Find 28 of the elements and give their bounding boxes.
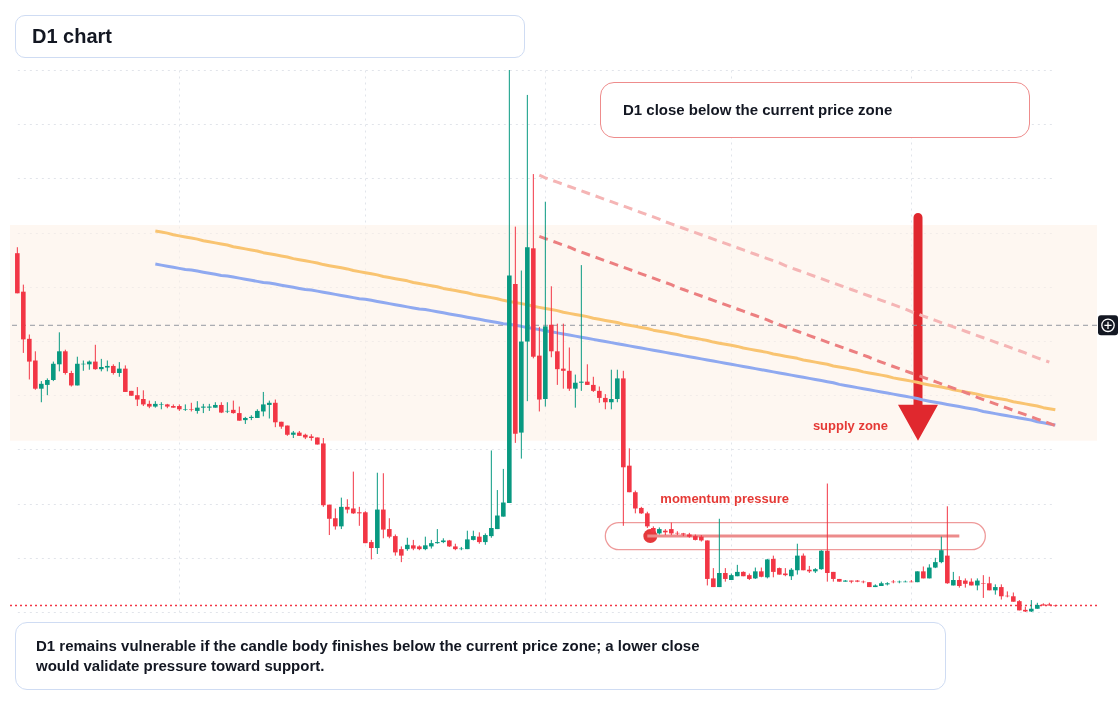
candlestick: [51, 361, 56, 382]
candlestick: [579, 264, 584, 392]
candlestick: [63, 349, 68, 376]
candlestick: [939, 536, 944, 564]
candlestick: [633, 490, 638, 514]
candlestick: [93, 344, 98, 371]
chart-title: D1 chart: [32, 25, 113, 48]
title-box: D1 chart: [15, 15, 525, 58]
candlestick: [567, 347, 572, 392]
candlestick: [717, 518, 722, 588]
candlestick: [57, 331, 62, 372]
note-box: D1 remains vulnerable if the candle body finishes below the current price zone; a lower close would validate pressure toward support.: [15, 622, 946, 690]
candlestick: [609, 369, 614, 410]
annotation: D1 close below the current price zone: [623, 100, 893, 120]
candlestick: [435, 528, 440, 545]
candlestick: [819, 549, 824, 571]
candlestick: [339, 497, 344, 530]
candlestick: [795, 543, 800, 576]
candlestick: [75, 356, 80, 386]
series-label: momentum pressure: [660, 491, 789, 507]
candlestick: [273, 399, 278, 428]
band-label: supply zone: [812, 417, 888, 433]
note-box: D1 close below the current price zone: [600, 82, 1030, 138]
candlestick: [573, 374, 578, 409]
candlestick: [561, 323, 566, 390]
candlestick: [615, 369, 620, 403]
candlestick: [585, 363, 590, 386]
candlestick: [555, 323, 560, 386]
